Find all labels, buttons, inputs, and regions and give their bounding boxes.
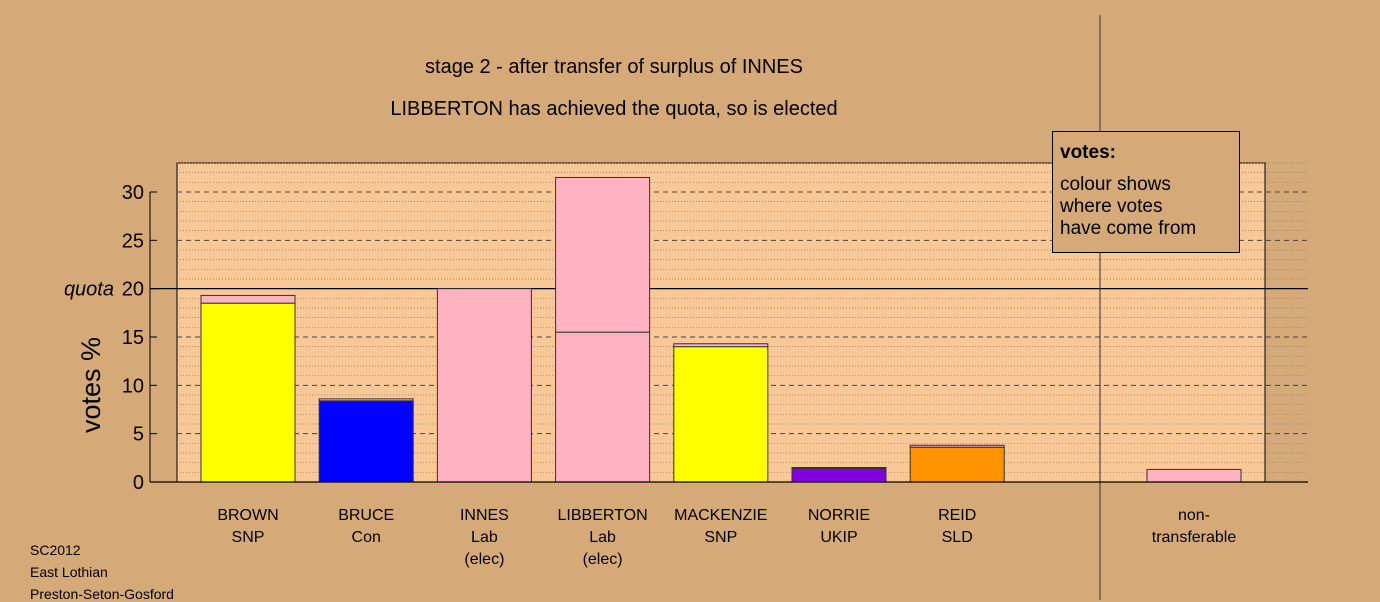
x-label-non-transferable: non- xyxy=(1178,507,1210,524)
x-label-brown: SNP xyxy=(232,529,265,546)
legend-line: where votes xyxy=(1060,196,1163,217)
footer-election: SC2012 xyxy=(30,542,81,558)
x-label-libberton: Lab xyxy=(589,529,616,546)
x-label-brown: BROWN xyxy=(217,507,278,524)
bar-segment-non-transferable xyxy=(1146,468,1242,483)
x-label-mackenzie: MACKENZIE xyxy=(674,507,767,524)
bars xyxy=(200,176,1242,483)
bar-segment-reid xyxy=(909,446,1005,483)
y-tick-label: 30 xyxy=(122,182,144,204)
bar-segment-reid xyxy=(909,444,1005,448)
y-tick-label: 0 xyxy=(133,472,144,494)
bar-segment-mackenzie xyxy=(673,346,769,483)
footer-ward: Preston-Seton-Gosford xyxy=(30,586,174,602)
legend-title: votes: xyxy=(1060,142,1116,163)
x-label-libberton: LIBBERTON xyxy=(558,507,648,524)
x-label-bruce: Con xyxy=(352,529,381,546)
bar-segment-brown xyxy=(200,302,296,483)
bar-segment-libberton xyxy=(555,331,651,483)
x-label-libberton: (elec) xyxy=(583,551,623,568)
legend: votes: colour shows where votes have com… xyxy=(1052,131,1240,253)
x-label-innes: (elec) xyxy=(464,551,504,568)
y-tick-label: 15 xyxy=(122,327,144,349)
x-label-reid: SLD xyxy=(942,529,973,546)
x-label-mackenzie: SNP xyxy=(704,529,737,546)
bar-segment-innes xyxy=(436,288,532,483)
x-label-innes: Lab xyxy=(471,529,498,546)
y-tick-label: 10 xyxy=(122,375,144,397)
chart-subtitle: LIBBERTON has achieved the quota, so is … xyxy=(390,98,838,120)
legend-line: have come from xyxy=(1060,218,1197,239)
x-label-non-transferable: transferable xyxy=(1152,529,1237,546)
bar-segment-mackenzie xyxy=(673,343,769,348)
quota-label: quota xyxy=(64,279,114,301)
y-tick-label: 20 xyxy=(122,279,144,301)
y-tick-label: 25 xyxy=(122,230,144,252)
y-ticks: 0 5 10 15 20 25 30 xyxy=(122,182,157,494)
x-label-innes: INNES xyxy=(460,507,509,524)
bar-segment-norrie xyxy=(791,466,887,469)
bar-segment-norrie xyxy=(791,467,887,483)
x-label-norrie: NORRIE xyxy=(808,507,870,524)
bar-segment-brown xyxy=(200,294,296,304)
x-label-norrie: UKIP xyxy=(820,529,857,546)
y-tick-label: 5 xyxy=(133,424,144,446)
x-label-bruce: BRUCE xyxy=(338,507,394,524)
bar-segment-libberton xyxy=(555,176,651,333)
bar-segment-bruce xyxy=(318,400,414,483)
footer-council: East Lothian xyxy=(30,564,108,580)
chart-title: stage 2 - after transfer of surplus of I… xyxy=(425,56,803,78)
bar-segment-bruce xyxy=(318,398,414,402)
x-labels: BROWN SNP BRUCE Con INNES Lab (elec) LIBBERTON L… xyxy=(217,507,1236,568)
y-axis-label: votes % xyxy=(76,337,106,433)
x-label-reid: REID xyxy=(938,507,976,524)
legend-line: colour shows xyxy=(1060,174,1171,195)
